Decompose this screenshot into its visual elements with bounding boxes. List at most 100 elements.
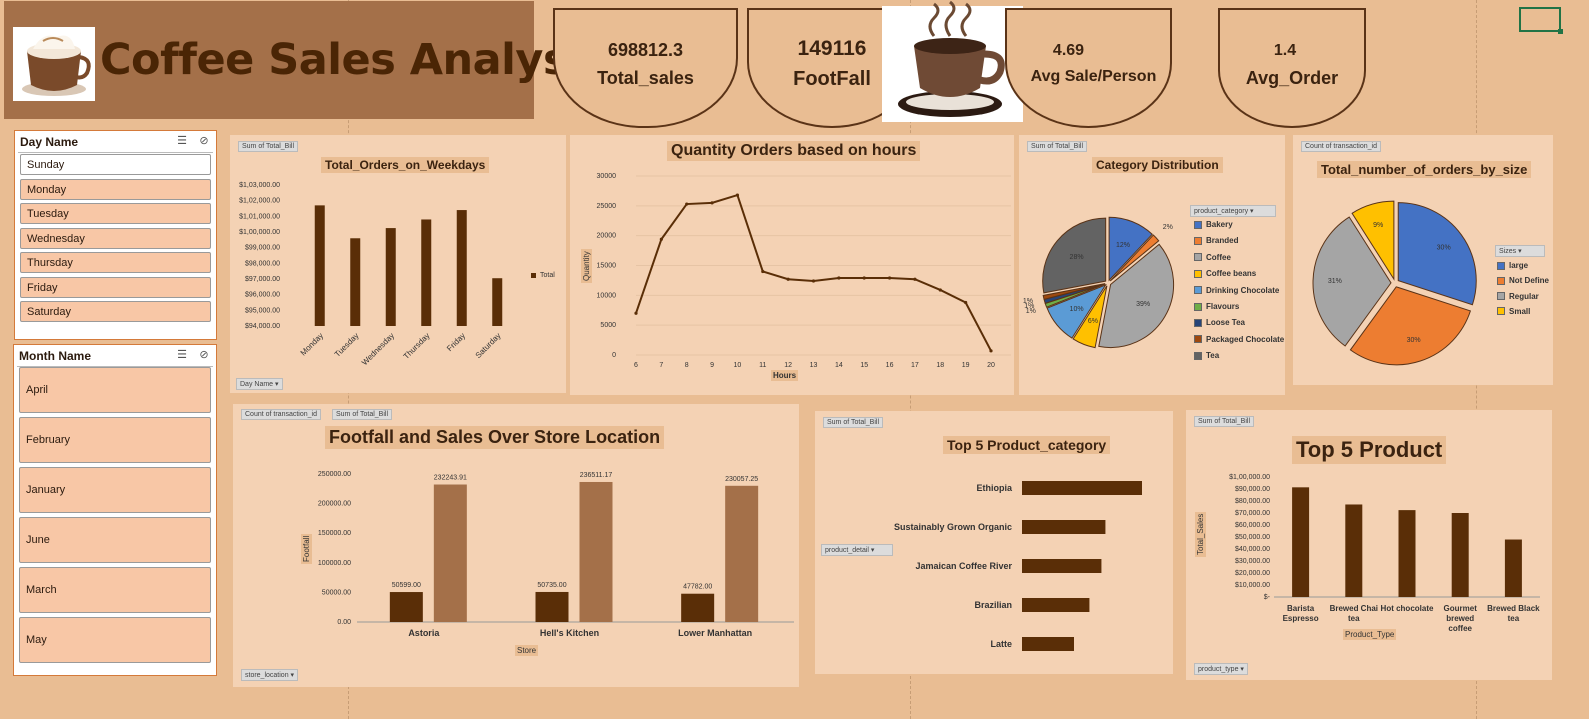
y-tick-label: $1,02,000.00	[239, 198, 280, 205]
top5-product-chart[interactable]: Sum of Total_Bill Top 5 Product $1,00,00…	[1186, 410, 1552, 680]
fill-handle[interactable]	[1558, 29, 1563, 34]
field-button[interactable]: Sum of Total_Bill	[1194, 416, 1255, 427]
clear-filter-icon[interactable]: ⊘	[199, 349, 209, 361]
multi-select-icon[interactable]: ☰	[177, 135, 187, 147]
legend-label: Branded	[1206, 236, 1239, 246]
slice-label: 1%	[1023, 298, 1033, 305]
data-point	[887, 276, 892, 280]
slicer-item-thursday[interactable]: Thursday	[20, 252, 211, 273]
pie-slice	[1098, 243, 1175, 349]
legend-swatch	[1194, 335, 1202, 344]
axis-field-button[interactable]: store_location ▾	[241, 669, 299, 681]
y-tick-label: Sustainably Grown Organic	[894, 522, 1012, 532]
data-point	[964, 300, 968, 305]
store-location-chart[interactable]: Count of transaction_id Sum of Total_Bil…	[233, 404, 799, 687]
data-point	[685, 202, 689, 206]
field-button[interactable]: Sum of Total_Bill	[238, 141, 299, 152]
y-tick-label: 25000	[597, 203, 617, 210]
data-label: 50735.00	[537, 582, 566, 589]
kpi-label: Avg Sale/Person	[1030, 68, 1157, 85]
chart-title: Top 5 Product	[1292, 436, 1447, 464]
data-point	[989, 349, 993, 353]
legend-field-button[interactable]: product_category ▾	[1190, 205, 1276, 217]
axis-field-button[interactable]: Day Name ▾	[236, 378, 283, 390]
legend-label: large	[1509, 261, 1529, 270]
x-tick-label: Lower Manhattan	[678, 628, 752, 638]
slice-label: 30%	[1407, 337, 1421, 344]
legend-item: Total	[531, 272, 555, 279]
legend-label: Packaged Chocolate	[1206, 334, 1285, 344]
slicer-item-tuesday[interactable]: Tuesday	[20, 203, 211, 224]
legend-label: Drinking Chocolate	[1206, 285, 1280, 295]
field-button[interactable]: Sum of Total_Bill	[823, 417, 884, 428]
x-tick-label: Gourmet brewed coffee	[1444, 604, 1478, 633]
slice-label: 39%	[1136, 301, 1150, 308]
legend-swatch	[1497, 261, 1505, 270]
x-tick-label: Hot chocolate	[1381, 604, 1434, 613]
slicer-item-saturday[interactable]: Saturday	[20, 301, 211, 322]
y-tick-label: $30,000.00	[1235, 558, 1270, 565]
x-tick-label: Tuesday	[333, 331, 361, 359]
data-label: 230057.25	[725, 476, 758, 483]
y-tick-label: $60,000.00	[1235, 522, 1270, 529]
slicer-item-april[interactable]: April	[19, 367, 211, 413]
slicer-item-friday[interactable]: Friday	[20, 277, 211, 298]
bar	[1022, 520, 1106, 534]
pie-slice	[1046, 283, 1107, 339]
slice-label: 10%	[1070, 306, 1084, 313]
chart-title: Quantity Orders based on hours	[667, 141, 921, 161]
slicer-item-january[interactable]: January	[19, 467, 211, 513]
top5-category-chart[interactable]: Sum of Total_Bill Top 5 Product_category…	[815, 411, 1173, 674]
legend-item: Drinking Chocolate	[1194, 286, 1279, 295]
multi-select-icon[interactable]: ☰	[177, 349, 187, 361]
y-tick-label: $1,00,000.00	[239, 229, 280, 236]
slice-label: 28%	[1070, 254, 1084, 261]
bar	[385, 228, 396, 326]
x-tick-label: 9	[710, 362, 714, 369]
kpi-value: 1.4	[1273, 42, 1297, 59]
weekday-orders-chart[interactable]: Sum of Total_Bill Total_Orders_on_Weekda…	[230, 135, 566, 393]
pie-slice	[1349, 286, 1472, 366]
legend-field-button[interactable]: Sizes ▾	[1495, 245, 1545, 257]
size-pie-plot: 30% 30% 31% 9%	[1312, 200, 1477, 366]
slice-label: 1%	[1024, 303, 1034, 310]
legend-swatch	[1497, 292, 1505, 301]
axis-field-button[interactable]: product_detail ▾	[821, 544, 893, 556]
orders-by-size-chart[interactable]: Count of transaction_id Total_number_of_…	[1293, 135, 1553, 385]
category-pie-plot: 12%2%39%6%10%1%1%1%28%	[1023, 216, 1175, 349]
y-tick-label: $1,03,000.00	[239, 182, 280, 189]
field-button[interactable]: Sum of Total_Bill	[1027, 141, 1088, 152]
x-tick-label: 10	[734, 362, 742, 369]
kpi-value: 698812.3	[607, 40, 684, 60]
pie-slice	[1108, 216, 1153, 282]
legend-item: Coffee	[1194, 253, 1231, 262]
slice-label: 1%	[1026, 308, 1036, 315]
slicer-item-sunday[interactable]: Sunday	[20, 154, 211, 175]
slicer-item-monday[interactable]: Monday	[20, 179, 211, 200]
clear-filter-icon[interactable]: ⊘	[199, 135, 209, 147]
y-tick-label: $50,000.00	[1235, 534, 1270, 541]
pie-slice	[1351, 200, 1395, 281]
slicer-item-march[interactable]: March	[19, 567, 211, 613]
slicer-item-june[interactable]: June	[19, 517, 211, 563]
chart-title: Total_number_of_orders_by_size	[1317, 161, 1532, 178]
legend-item: Loose Tea	[1194, 318, 1245, 327]
y-axis-title: Quantity	[581, 249, 592, 283]
bar	[389, 592, 423, 622]
bar	[1345, 504, 1363, 597]
y-tick-label: Jamaican Coffee River	[915, 561, 1012, 571]
field-button[interactable]: Count of transaction_id	[1301, 141, 1381, 152]
slicer-item-wednesday[interactable]: Wednesday	[20, 228, 211, 249]
category-distribution-chart[interactable]: Sum of Total_Bill Category Distribution …	[1019, 135, 1285, 395]
axis-field-button[interactable]: product_type ▾	[1194, 663, 1248, 675]
selected-cell[interactable]	[1519, 7, 1563, 34]
y-tick-label: $80,000.00	[1235, 498, 1270, 505]
slicer-item-february[interactable]: February	[19, 417, 211, 463]
hourly-quantity-chart[interactable]: Quantity Orders based on hours 30000 2500…	[570, 135, 1014, 395]
slicer-item-may[interactable]: May	[19, 617, 211, 663]
legend-label: Coffee beans	[1206, 269, 1257, 279]
field-button[interactable]: Sum of Total_Bill	[332, 409, 393, 420]
x-tick-label: 16	[886, 362, 894, 369]
top5-product-bar-plot: $1,00,000.00 $90,000.00 $80,000.00 $70,000.…	[1229, 474, 1540, 633]
field-button[interactable]: Count of transaction_id	[241, 409, 321, 420]
